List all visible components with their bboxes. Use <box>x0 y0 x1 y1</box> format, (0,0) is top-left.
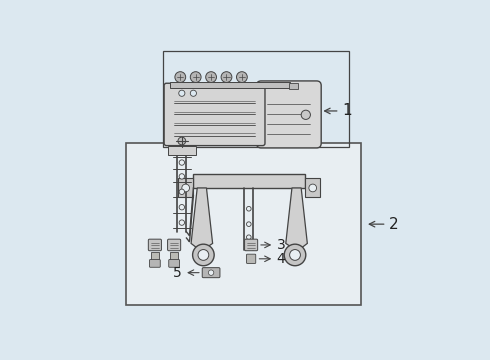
Circle shape <box>182 184 190 192</box>
Text: 3: 3 <box>276 238 285 252</box>
FancyBboxPatch shape <box>245 239 258 251</box>
Circle shape <box>179 189 185 194</box>
Circle shape <box>284 244 306 266</box>
Circle shape <box>246 235 251 239</box>
Circle shape <box>193 244 214 266</box>
Bar <box>289 83 298 89</box>
Polygon shape <box>286 188 307 251</box>
Text: 2: 2 <box>389 217 398 231</box>
Bar <box>163 51 349 147</box>
Circle shape <box>208 270 214 275</box>
Polygon shape <box>178 178 194 197</box>
Circle shape <box>290 249 300 260</box>
FancyBboxPatch shape <box>246 254 256 264</box>
FancyBboxPatch shape <box>149 260 160 267</box>
Circle shape <box>179 220 185 225</box>
Circle shape <box>206 72 217 82</box>
Circle shape <box>179 160 185 165</box>
Bar <box>168 145 196 155</box>
Bar <box>171 252 178 261</box>
Circle shape <box>246 206 251 211</box>
Circle shape <box>190 90 196 96</box>
Circle shape <box>179 90 185 96</box>
Bar <box>151 252 159 261</box>
Polygon shape <box>305 178 320 197</box>
Text: 1: 1 <box>342 103 352 118</box>
Circle shape <box>309 184 317 192</box>
Circle shape <box>198 249 209 260</box>
Circle shape <box>237 72 247 82</box>
Circle shape <box>179 174 185 179</box>
Circle shape <box>246 222 251 226</box>
FancyBboxPatch shape <box>168 239 181 251</box>
FancyBboxPatch shape <box>169 260 179 267</box>
Circle shape <box>175 72 186 82</box>
Circle shape <box>301 110 311 120</box>
Polygon shape <box>191 188 213 251</box>
Circle shape <box>221 72 232 82</box>
FancyBboxPatch shape <box>202 267 220 278</box>
Circle shape <box>178 137 186 145</box>
Bar <box>126 143 361 305</box>
FancyBboxPatch shape <box>164 83 265 145</box>
Bar <box>194 174 305 188</box>
FancyBboxPatch shape <box>257 81 321 148</box>
Bar <box>171 82 290 88</box>
Circle shape <box>190 72 201 82</box>
Text: 4: 4 <box>276 252 285 266</box>
Circle shape <box>179 204 185 210</box>
Text: 5: 5 <box>173 266 182 280</box>
FancyBboxPatch shape <box>148 239 161 251</box>
